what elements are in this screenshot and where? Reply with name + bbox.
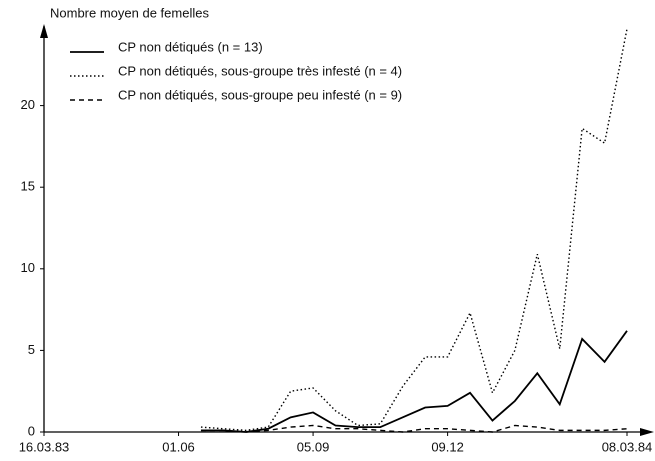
- series-line: [200, 330, 628, 433]
- legend-label: CP non détiqués, sous-groupe peu infesté…: [118, 87, 402, 102]
- y-axis-label: Nombre moyen de femelles: [50, 5, 209, 20]
- x-tick-label: 01.06: [162, 439, 195, 454]
- series-line: [200, 28, 628, 432]
- x-axis-arrow: [640, 428, 654, 436]
- y-tick-label: 5: [28, 342, 35, 357]
- y-tick-label: 10: [21, 260, 35, 275]
- x-tick-label: 09.12: [431, 439, 464, 454]
- legend-label: CP non détiqués (n = 13): [118, 39, 263, 54]
- x-tick-label: 08.03.84: [602, 439, 653, 454]
- x-tick-label: 05.09: [297, 439, 330, 454]
- y-tick-label: 0: [28, 423, 35, 438]
- y-axis-arrow: [40, 24, 48, 38]
- y-tick-label: 15: [21, 179, 35, 194]
- legend-label: CP non détiqués, sous-groupe très infest…: [118, 63, 402, 78]
- x-tick-label: 16.03.83: [19, 439, 70, 454]
- y-tick-label: 20: [21, 97, 35, 112]
